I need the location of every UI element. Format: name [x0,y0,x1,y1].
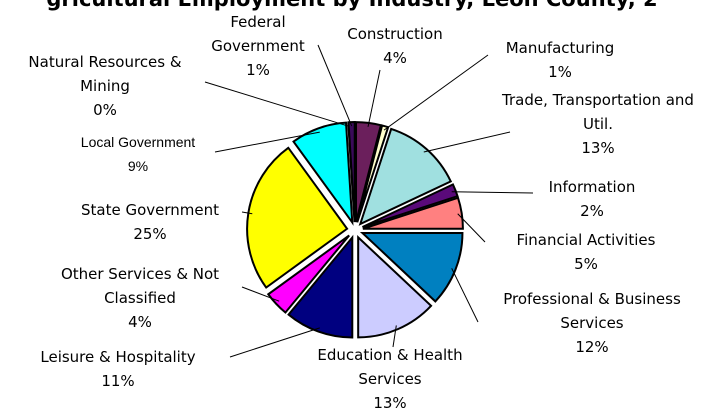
slice-label: Financial Activities 5% [486,228,686,276]
value-label: 1% [548,63,572,81]
leader-line [317,44,353,127]
slice-label: State Government 25% [50,198,250,246]
leader-line [451,268,479,323]
value-label: 13% [581,139,615,157]
category-label: Leisure & Hospitality [40,348,196,366]
chart-title: gricultural Employment by Industry, Leon… [0,0,704,11]
leader-line [451,191,534,194]
category-label: Education & Health Services [317,346,463,388]
leader-line [392,325,397,348]
pie-slice [266,234,350,314]
slice-label: Natural Resources & Mining 0% [5,50,205,122]
pie-slice [347,121,356,223]
value-label: 25% [133,225,167,243]
leader-line [457,213,486,243]
pie-slice [292,121,354,226]
pie-slice [362,183,459,229]
leader-line [241,211,253,215]
category-label: Natural Resources & Mining [28,53,182,95]
slice-label: Leisure & Hospitality 11% [0,345,238,393]
slice-label: Construction 4% [330,22,460,70]
slice-label: Other Services & Not Classified 4% [30,262,250,334]
value-label: 4% [383,49,407,67]
value-label: 5% [574,255,598,273]
value-label: 2% [580,202,604,220]
category-label: Federal Government [211,13,305,55]
leader-line [214,131,320,153]
category-label: Other Services & Not Classified [60,265,220,307]
pie-slice [287,234,354,339]
leader-line [229,327,320,358]
category-label: Manufacturing [505,39,615,57]
leader-line [367,69,381,127]
category-label: Trade, Transportation and Util. [502,91,694,133]
leader-line [423,131,511,153]
slice-label: Professional & Business Services 12% [477,287,704,359]
category-label: Information [548,178,636,196]
slice-label: Federal Government 1% [198,10,318,82]
value-label: 0% [93,101,117,119]
value-label: 1% [246,61,270,79]
category-label: Financial Activities [516,231,656,249]
slice-label: Trade, Transportation and Util. 13% [498,88,698,160]
leader-line [204,81,349,127]
pie-slice [358,127,453,226]
category-label: Construction [347,25,443,43]
category-label: Professional & Business Services [503,290,681,332]
value-label: 9% [127,158,149,174]
slice-label: Local Government 9% [43,130,233,178]
leader-line [383,54,489,131]
category-label: State Government [80,201,220,219]
pie-slice [357,235,433,339]
value-label: 13% [373,394,407,410]
value-label: 11% [101,372,135,390]
leader-line [241,286,280,302]
category-label: Local Government [80,134,196,150]
pie-slice [359,231,464,303]
slice-label: Information 2% [532,175,652,223]
value-label: 4% [128,313,152,331]
value-label: 12% [575,338,609,356]
slice-label: Education & Health Services 13% [290,343,490,410]
pie-slice [362,196,464,230]
slice-label: Manufacturing 1% [490,36,630,84]
